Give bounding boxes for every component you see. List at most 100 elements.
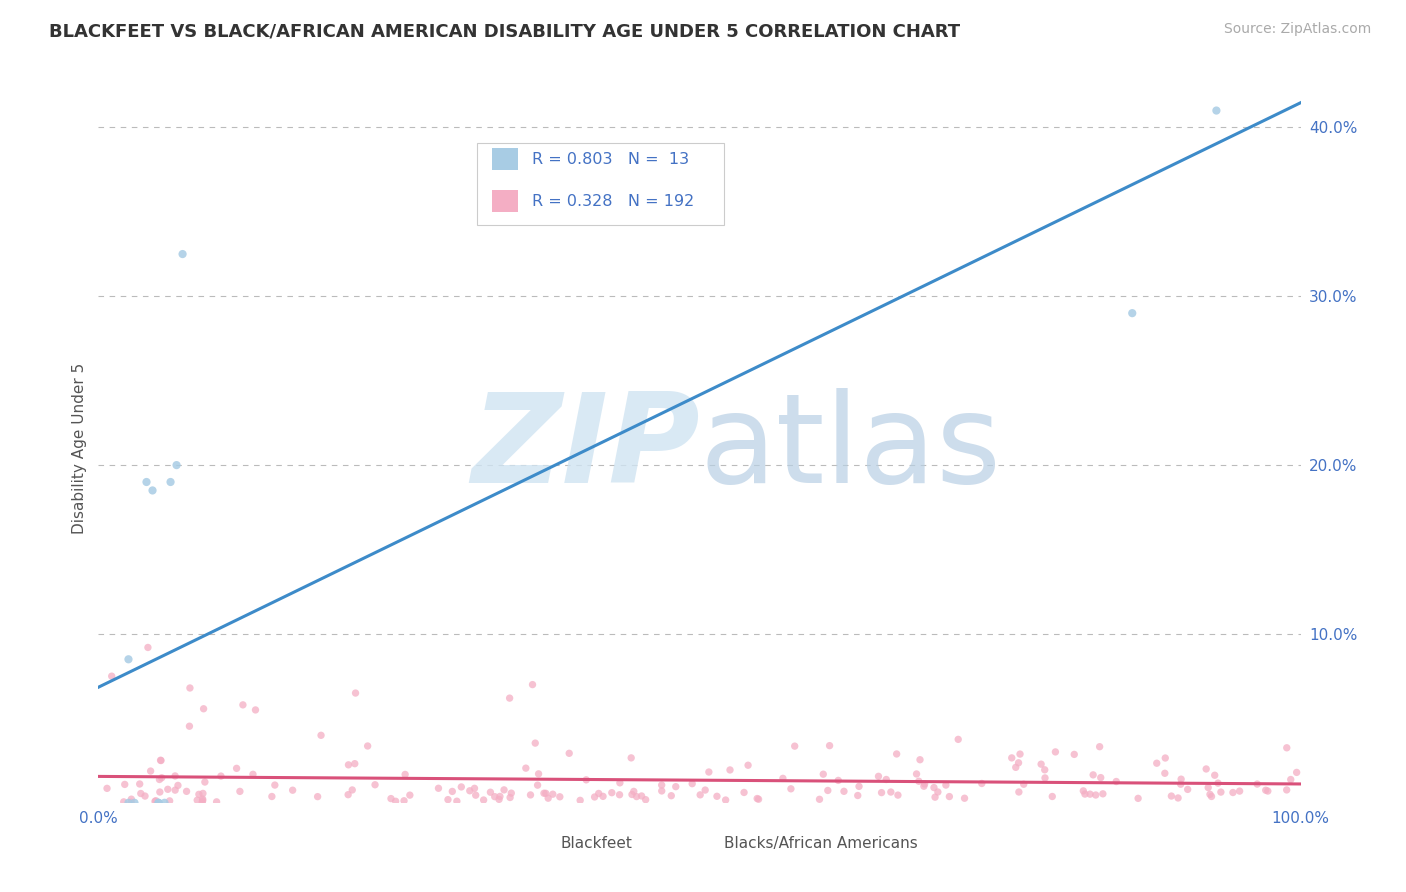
Point: [609, 776, 631, 790]
Point: [609, 788, 631, 802]
Point: [1170, 772, 1192, 786]
Point: [307, 789, 329, 804]
Point: [588, 787, 610, 801]
Point: [150, 771, 173, 785]
Point: [172, 247, 194, 261]
Point: [818, 739, 841, 753]
Y-axis label: Disability Age Under 5: Disability Age Under 5: [72, 363, 87, 533]
Point: [592, 789, 614, 804]
Point: [733, 785, 755, 799]
Point: [880, 785, 903, 799]
Point: [970, 776, 993, 790]
Point: [1195, 762, 1218, 776]
Point: [1004, 760, 1026, 774]
Point: [817, 783, 839, 797]
Point: [479, 785, 502, 799]
Point: [1008, 785, 1031, 799]
Point: [148, 772, 170, 787]
Bar: [492, 190, 517, 212]
Point: [492, 783, 515, 797]
Point: [114, 777, 136, 791]
Point: [1229, 784, 1251, 798]
Point: [527, 767, 550, 781]
Point: [464, 788, 486, 802]
Point: [534, 786, 557, 800]
Point: [139, 764, 162, 778]
Bar: [526, 832, 551, 854]
Point: [384, 794, 406, 808]
Point: [875, 772, 897, 787]
Point: [225, 761, 247, 775]
Point: [620, 788, 643, 802]
Point: [908, 753, 931, 767]
Point: [537, 791, 560, 805]
Point: [651, 784, 673, 798]
Point: [659, 789, 682, 803]
Point: [783, 739, 806, 753]
Text: Blacks/African Americans: Blacks/African Americans: [724, 836, 917, 851]
Point: [620, 751, 643, 765]
Point: [1154, 751, 1177, 765]
Point: [1091, 787, 1114, 801]
Point: [1045, 745, 1067, 759]
Point: [1084, 788, 1107, 802]
Point: [1279, 772, 1302, 787]
Point: [569, 793, 592, 807]
Point: [159, 794, 181, 808]
Point: [848, 780, 870, 794]
Point: [1040, 789, 1063, 804]
Point: [489, 789, 512, 804]
Point: [697, 764, 720, 779]
Point: [205, 795, 228, 809]
Point: [634, 792, 657, 806]
Point: [141, 483, 163, 498]
Point: [1204, 768, 1226, 782]
Point: [935, 778, 957, 792]
Point: [191, 793, 214, 807]
Text: Source: ZipAtlas.com: Source: ZipAtlas.com: [1223, 22, 1371, 37]
Point: [437, 792, 460, 806]
Point: [344, 686, 367, 700]
Point: [914, 777, 936, 791]
Point: [1275, 740, 1298, 755]
Point: [392, 794, 415, 808]
Point: [689, 788, 711, 802]
Point: [100, 669, 122, 683]
Point: [281, 783, 304, 797]
Point: [886, 747, 908, 761]
Point: [165, 769, 187, 783]
Point: [167, 779, 190, 793]
Point: [191, 786, 214, 800]
Point: [187, 788, 209, 802]
Point: [191, 795, 214, 809]
Point: [166, 458, 188, 472]
Text: R = 0.803   N =  13: R = 0.803 N = 13: [533, 152, 689, 167]
Point: [1275, 783, 1298, 797]
Point: [737, 758, 759, 772]
Point: [488, 792, 510, 806]
Point: [1081, 768, 1104, 782]
Point: [907, 774, 929, 789]
Point: [526, 778, 548, 792]
Point: [149, 753, 172, 767]
Point: [665, 780, 688, 794]
Point: [541, 787, 564, 801]
Point: [458, 784, 481, 798]
Point: [165, 783, 187, 797]
Point: [524, 736, 547, 750]
Point: [1170, 777, 1192, 791]
Point: [337, 757, 360, 772]
Text: ZIP: ZIP: [471, 388, 699, 508]
Point: [499, 790, 522, 805]
Point: [772, 772, 794, 786]
Point: [600, 786, 623, 800]
Point: [922, 780, 945, 795]
Point: [827, 773, 849, 788]
FancyBboxPatch shape: [477, 144, 724, 225]
Point: [149, 785, 172, 799]
Point: [179, 719, 201, 733]
Point: [342, 783, 364, 797]
Point: [148, 796, 170, 810]
Point: [260, 789, 283, 804]
Point: [129, 787, 152, 801]
